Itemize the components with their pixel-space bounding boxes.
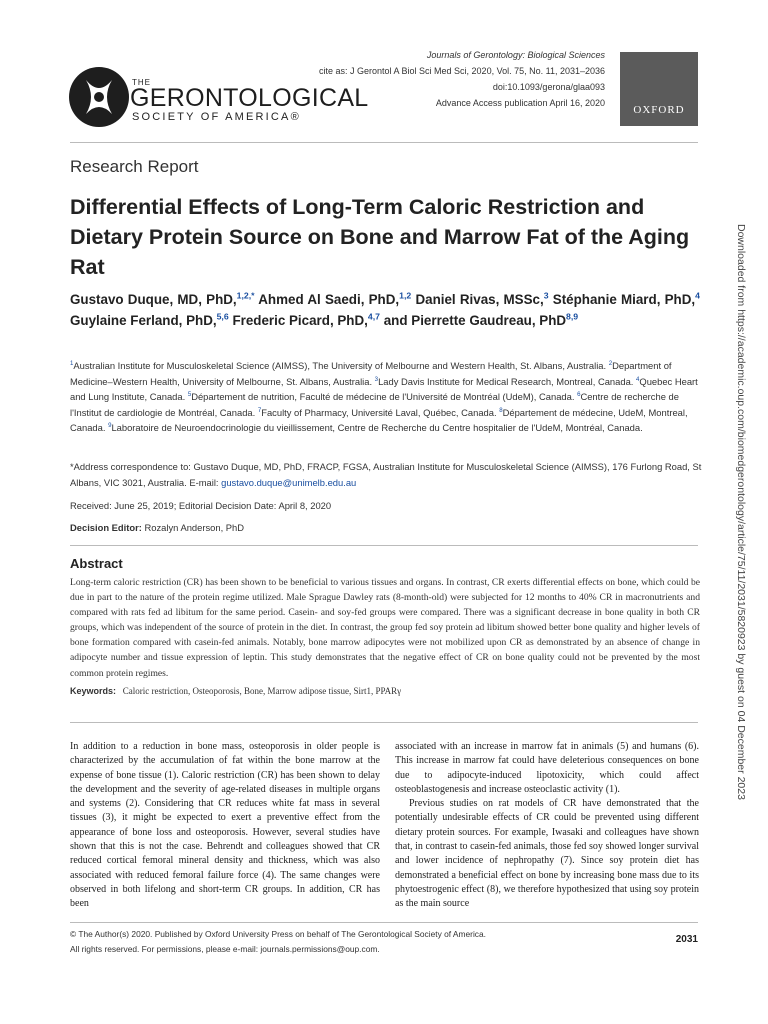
affiliations: 1Australian Institute for Musculoskeleta… [70,358,702,436]
rule [70,922,698,923]
author-affiliation: 4,7 [367,311,380,322]
author-affiliation: 1,2,* [236,290,255,301]
author-name: Frederic Picard, PhD, [232,313,368,328]
affiliation-number: 6 [577,390,581,398]
affiliation-number: 7 [257,406,262,414]
journal-text: Journals of Gerontology: Biological Scie… [426,50,605,60]
author-affiliation: 8,9 [566,311,579,322]
affiliation-text: Faculty of Pharmacy, Université Laval, Q… [261,406,497,418]
author-name: Stéphanie Miard, PhD, [552,292,696,307]
rule [70,722,698,723]
author-affiliation: 4 [695,290,700,301]
affiliation-number: 5 [187,390,192,398]
body-paragraph: associated with an increase in marrow fa… [395,741,699,795]
footer: © The Author(s) 2020. Published by Oxfor… [70,927,486,957]
email-link[interactable]: gustavo.duque@unimelb.edu.au [221,476,357,488]
decision-editor: Decision Editor: Rozalyn Anderson, PhD [70,522,244,533]
cite-line: cite as: J Gerontol A Biol Sci Med Sci, … [318,66,605,76]
received: Received: June 25, 2019; Editorial Decis… [70,500,332,511]
affiliation-text: Département de nutrition, Faculté de méd… [191,391,575,402]
page-number: 2031 [675,934,698,945]
body-column-1: In addition to a reduction in bone mass,… [70,740,380,912]
doi: doi:10.1093/gerona/glaa093 [492,82,605,92]
author-name: and Pierrette Gaudreau, PhD [383,313,567,328]
affiliation-number: 2 [608,359,613,367]
download-note: Downloaded from https://academic.oup.com… [735,224,747,800]
author-affiliation: 3 [543,290,549,301]
keywords-text: Caloric restriction, Osteoporosis, Bone,… [122,686,402,696]
author-affiliation: 5,6 [216,311,229,322]
keywords-label: Keywords: [70,686,117,696]
publisher-box: OXFORD [620,52,698,126]
affiliation-text: Département de médecine, UdeM, Montreal,… [70,406,688,434]
keywords: Keywords: Caloric restriction, Osteoporo… [70,686,401,696]
rights: All rights reserved. For permissions, pl… [70,944,380,954]
body-paragraph: In addition to a reduction in bone mass,… [70,741,380,910]
logo-title: GERONTOLOGICAL [130,84,369,112]
body-column-2: associated with an increase in marrow fa… [395,740,699,912]
decision-editor-label: Decision Editor: [70,522,142,533]
logo-mark [69,67,129,127]
affiliation-text: Laboratoire de Neuroendocrinologie du vi… [111,422,643,433]
logo-subtitle: SOCIETY OF AMERICA® [132,111,301,123]
author-name: Gustavo Duque, MD, PhD, [70,292,237,307]
author-name: Daniel Rivas, MSSc, [415,292,544,307]
correspondence-text: *Address correspondence to: Gustavo Duqu… [70,461,702,488]
author-name: Ahmed Al Saedi, PhD, [258,292,400,307]
affiliation-number: 4 [636,375,640,383]
affiliation-text: Australian Institute for Musculoskeletal… [73,360,607,371]
journal-name: Journals of Gerontology: Biological Scie… [427,48,605,63]
affiliation-text: Lady Davis Institute for Medical Researc… [378,375,634,387]
rule [70,545,698,546]
publisher: OXFORD [633,104,685,116]
advance-access: Advance Access publication April 16, 202… [435,98,605,108]
abstract-text: Long-term caloric restriction (CR) has b… [70,577,700,679]
author-name: Guylaine Ferland, PhD, [70,313,217,328]
affiliation-text: Department of Medicine–Western Health, U… [70,360,672,387]
affiliation-number: 3 [374,375,379,383]
affiliation-text: Centre de recherche de l'Institut de car… [70,391,679,418]
abstract-heading: Abstract [70,556,123,571]
affiliation-text: Quebec Heart and Lung Institute, Canada. [70,375,698,403]
authors: Gustavo Duque, MD, PhD,1,2,* Ahmed Al Sa… [70,289,700,331]
affiliation-number: 1 [70,359,74,367]
author-affiliation: 1,2 [399,290,412,301]
body-paragraph: Previous studies on rat models of CR hav… [395,798,699,910]
section-label: Research Report [70,157,199,176]
affiliation-number: 9 [108,421,112,429]
logo-the: THE [132,78,151,87]
decision-editor-name: Rozalyn Anderson, PhD [144,522,245,533]
rule [70,142,698,143]
correspondence: *Address correspondence to: Gustavo Duqu… [70,459,702,490]
article-title: Differential Effects of Long-Term Calori… [70,195,690,279]
affiliation-number: 8 [499,406,503,414]
copyright: © The Author(s) 2020. Published by Oxfor… [70,929,486,939]
